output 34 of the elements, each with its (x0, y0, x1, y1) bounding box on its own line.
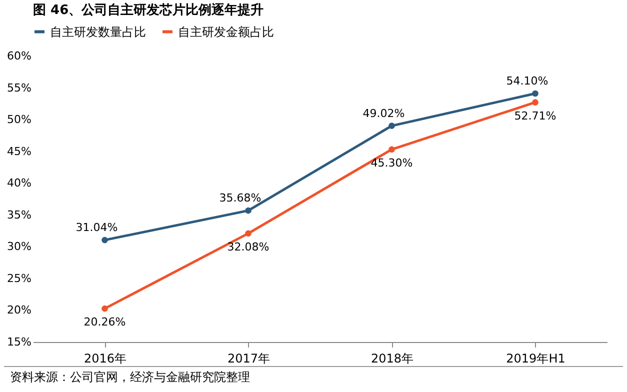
point (102, 236, 108, 244)
data-label: 35.68% (219, 192, 262, 205)
y-tick-label: 45% (7, 144, 32, 158)
legend-label: 自主研发数量占比 (50, 24, 146, 39)
y-tick-label: 15% (7, 336, 32, 348)
y-tick-label: 50% (7, 113, 32, 126)
x-tick-label: 2017年 (227, 352, 270, 366)
point (245, 207, 252, 214)
legend-label: 自主研发金额占比 (178, 24, 274, 39)
chart-title: 图 46、公司自主研发芯片比例逐年提升 (33, 2, 264, 18)
x-tick-label: 2016年 (84, 352, 127, 366)
data-label: 52.71% (514, 109, 556, 122)
y-tick-label: 60% (7, 50, 32, 62)
data-label: 45.30% (370, 156, 413, 170)
x-tick-label: 2018年 (370, 352, 414, 366)
y-tick-label: 35% (7, 208, 32, 222)
data-label: 49.02% (362, 106, 405, 120)
data-label: 32.08% (227, 240, 270, 254)
point (245, 230, 252, 237)
y-tick-label: 30% (7, 240, 32, 254)
y-tick-label: 55% (7, 81, 32, 94)
point (388, 122, 395, 129)
data-label: 31.04% (76, 221, 118, 234)
point (532, 90, 538, 97)
data-label: 20.26% (84, 316, 126, 329)
point (102, 305, 108, 312)
text: 资料来源：公司官网，经济与金融研究院整理 (4, 366, 623, 388)
y-tick-label: 25% (7, 272, 32, 285)
x-tick-label: 2019年H1 (506, 352, 566, 366)
y-tick-label: 20% (7, 304, 32, 317)
point (388, 146, 395, 153)
y-tick-label: 40% (7, 176, 32, 190)
point (532, 99, 538, 106)
data-label: 54.10% (506, 74, 548, 88)
